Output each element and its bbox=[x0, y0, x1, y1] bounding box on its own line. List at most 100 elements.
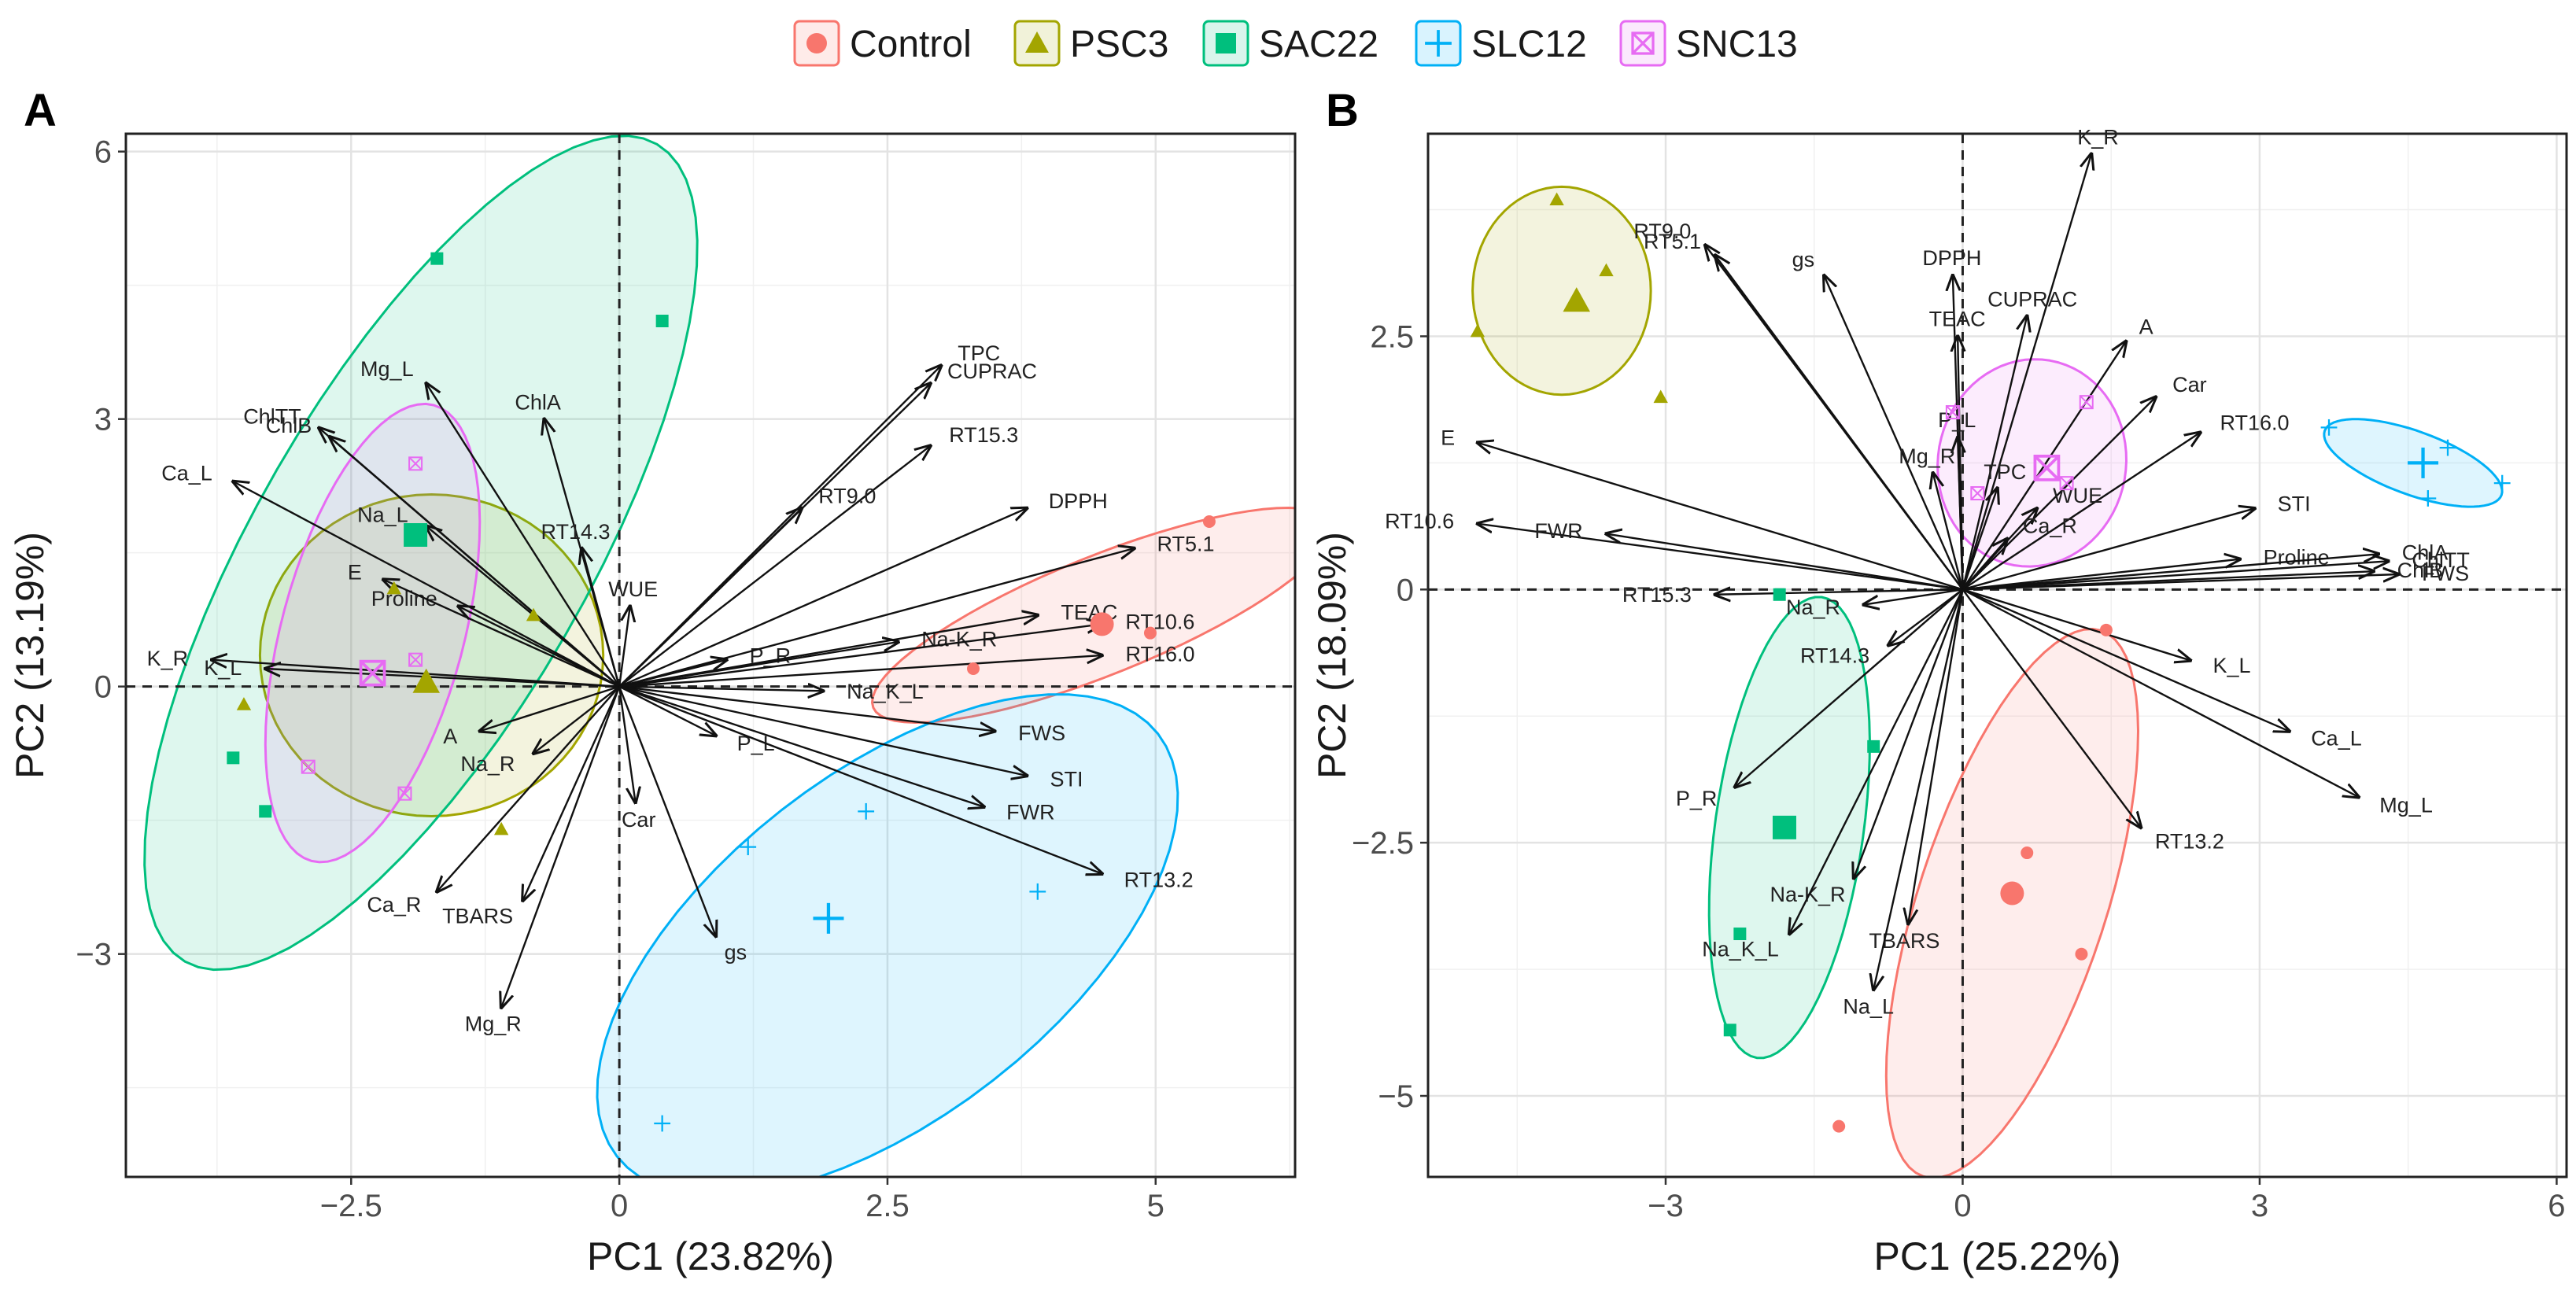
loading-arrow-gs bbox=[1824, 275, 1964, 590]
loading-label-na-r: Na_R bbox=[1786, 596, 1840, 619]
point-snc13 bbox=[301, 759, 316, 774]
point-slc12 bbox=[2493, 474, 2511, 492]
point-sac22 bbox=[1773, 588, 1786, 601]
x-axis-title: PC1 (23.82%) bbox=[587, 1234, 834, 1278]
centroid-sac22 bbox=[404, 523, 428, 547]
point-snc13 bbox=[408, 652, 423, 667]
loading-label-rt13-2: RT13.2 bbox=[1124, 869, 1194, 892]
loading-label-wue: WUE bbox=[608, 577, 658, 601]
sample-points bbox=[227, 252, 1216, 1132]
point-snc13 bbox=[1945, 405, 1960, 420]
loading-arrow-rt15-3 bbox=[618, 446, 930, 688]
loading-label-chltt: ChlTT bbox=[2412, 548, 2470, 572]
loading-label-mg-r: Mg_R bbox=[1899, 444, 1955, 468]
loading-label-car: Car bbox=[2172, 373, 2207, 397]
centroid-control bbox=[1090, 612, 1114, 636]
loading-arrow-rt16-0 bbox=[1962, 433, 2200, 591]
x-tick-label: −3 bbox=[1648, 1189, 1684, 1223]
loading-arrow-e bbox=[1478, 443, 1963, 591]
legend-label: SAC22 bbox=[1259, 24, 1378, 65]
loading-label-tbars: TBARS bbox=[442, 905, 513, 928]
ellipse-snc13 bbox=[264, 402, 482, 864]
loading-label-k-l: K_L bbox=[204, 656, 242, 680]
loading-arrow-mg-l bbox=[1962, 588, 2358, 797]
loading-label-na-k-r: Na-K_R bbox=[1770, 883, 1845, 906]
loading-arrow-na-r bbox=[1864, 588, 1963, 604]
point-sac22 bbox=[1867, 740, 1880, 753]
point-control bbox=[1202, 515, 1216, 528]
point-control bbox=[2075, 947, 2088, 961]
panel-border bbox=[1426, 132, 2568, 1178]
loading-arrow-rt15-3 bbox=[1715, 589, 1963, 594]
loading-label-rt16-0: RT16.0 bbox=[1126, 643, 1195, 666]
point-snc13 bbox=[2079, 395, 2094, 410]
loading-label-na-l: Na_L bbox=[357, 503, 408, 527]
point-sac22 bbox=[430, 252, 444, 265]
centroid-sac22 bbox=[1772, 815, 1796, 839]
loading-label-rt10-6: RT10.6 bbox=[1125, 610, 1194, 634]
loading-arrow-ca-l bbox=[233, 481, 620, 688]
point-slc12 bbox=[740, 839, 757, 856]
loading-arrow-na-l bbox=[1873, 589, 1964, 990]
legend-label: Control bbox=[850, 24, 972, 65]
loading-arrow-rt10-6 bbox=[618, 624, 1102, 688]
centroid-psc3 bbox=[412, 668, 440, 693]
loading-label-rt13-2: RT13.2 bbox=[2155, 830, 2224, 854]
legend: Control PSC3 SAC22 SLC12 SNC13 bbox=[793, 20, 1798, 67]
sample-points bbox=[1470, 192, 2511, 1133]
y-tick-label: −3 bbox=[76, 938, 112, 972]
centroid-snc13 bbox=[359, 659, 386, 687]
loading-label-teac: TEAC bbox=[1929, 308, 1986, 331]
loading-arrow-fwr bbox=[618, 685, 984, 807]
point-psc3 bbox=[1653, 389, 1668, 404]
loading-label-rt14-3: RT14.3 bbox=[1800, 644, 1869, 667]
loading-label-a: A bbox=[2139, 315, 2153, 339]
ellipse-psc3 bbox=[258, 492, 605, 818]
loading-label-mg-l: Mg_L bbox=[360, 357, 414, 381]
loading-label-e: E bbox=[348, 561, 362, 585]
legend-item-control: Control bbox=[793, 20, 972, 67]
loading-label-chla: ChlA bbox=[515, 391, 561, 415]
loading-label-rt5-1: RT5.1 bbox=[1157, 532, 1215, 555]
loading-arrow-k-l bbox=[1962, 588, 2190, 660]
legend-marker-control bbox=[806, 33, 827, 53]
point-slc12 bbox=[1029, 883, 1046, 900]
legend-marker-slc12 bbox=[1425, 30, 1452, 57]
legend-label: SNC13 bbox=[1676, 24, 1798, 65]
point-psc3 bbox=[1470, 323, 1485, 337]
panel-border bbox=[124, 132, 1297, 1178]
loading-label-na-l: Na_L bbox=[1843, 994, 1894, 1018]
loading-label-rt16-0: RT16.0 bbox=[2220, 411, 2290, 435]
x-tick-label: 3 bbox=[2251, 1189, 2268, 1223]
loading-label-gs: gs bbox=[725, 941, 747, 965]
loading-label-rt15-3: RT15.3 bbox=[949, 423, 1018, 447]
loading-arrow-proline bbox=[459, 607, 620, 688]
loading-arrow-cuprac bbox=[1962, 316, 2027, 590]
legend-item-snc13: SNC13 bbox=[1619, 20, 1798, 67]
point-psc3 bbox=[386, 581, 402, 595]
legend-item-psc3: PSC3 bbox=[1013, 20, 1168, 67]
loading-label-rt10-6: RT10.6 bbox=[1385, 510, 1454, 533]
point-control bbox=[1832, 1119, 1846, 1133]
panel-a: AMg_LChlTTChlBCa_LChlANa_LRT14.3WUEProli… bbox=[8, 85, 1297, 1278]
legend-label: PSC3 bbox=[1070, 24, 1168, 65]
loading-arrow-fws bbox=[1962, 574, 2398, 591]
loading-arrow-rt5-1 bbox=[618, 548, 1134, 688]
loading-label-ca-r: Ca_R bbox=[367, 893, 421, 917]
loading-label-tpc: TPC bbox=[1984, 460, 2026, 484]
y-tick-label: 6 bbox=[94, 135, 112, 170]
loading-label-a: A bbox=[443, 725, 457, 748]
loading-label-na-r: Na_R bbox=[460, 752, 515, 776]
loading-label-ca-r: Ca_R bbox=[2023, 514, 2077, 537]
legend-label: SLC12 bbox=[1471, 24, 1587, 65]
y-axis-title: PC2 (13.19%) bbox=[8, 532, 52, 779]
loading-arrow-proline bbox=[1962, 559, 2239, 591]
loading-arrow-k-l bbox=[265, 669, 620, 688]
y-tick-label: 2.5 bbox=[1370, 319, 1414, 354]
point-psc3 bbox=[1549, 192, 1564, 206]
loading-arrow-dpph bbox=[618, 508, 1027, 688]
loading-label-k-r: K_R bbox=[147, 647, 189, 670]
